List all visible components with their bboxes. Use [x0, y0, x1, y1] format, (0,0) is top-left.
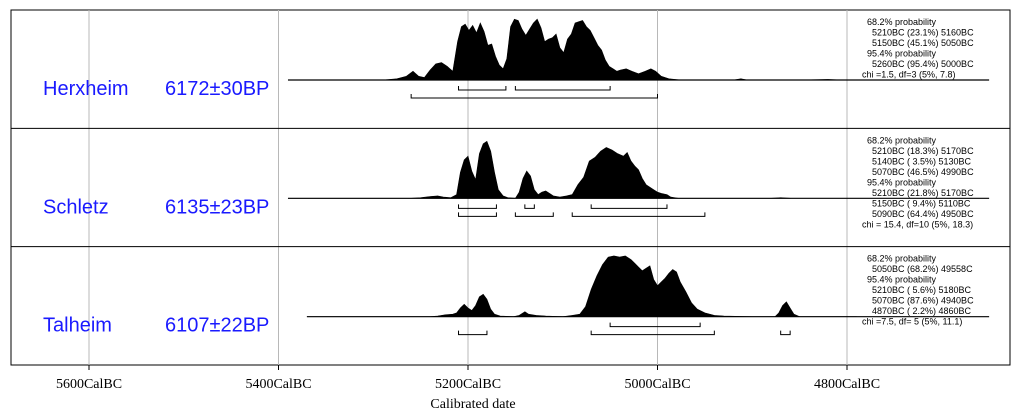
range-68-bracket [514, 86, 611, 91]
x-axis-ticks: 5600CalBC 5400CalBC 5200CalBC 5000CalBC 4800… [56, 365, 880, 392]
range-68-bracket [590, 204, 668, 209]
stats-line: 5210BC (18.3%) 5170BC [872, 146, 974, 156]
stats-line: 68.2% probability [867, 254, 937, 264]
site-name: Schletz [43, 196, 109, 218]
x-tick-label: 5200CalBC [435, 377, 501, 392]
range-95-bracket [458, 330, 488, 336]
range-95-bracket [458, 212, 497, 217]
stats-line: 5150BC ( 9.4%) 5110BC [872, 198, 971, 208]
stats-line: 5150BC (45.1%) 5050BC [872, 38, 974, 48]
stats-line: 95.4% probability [867, 177, 937, 187]
stats-line: 5140BC ( 3.5%) 5130BC [872, 156, 972, 166]
panel-herxheim: Herxheim 6172±30BP 68.2% probability5210BC… [43, 17, 990, 100]
range-95-bracket [590, 330, 715, 336]
stats-line: 68.2% probability [867, 17, 937, 27]
stats-line: 4870BC ( 2.2%) 4860BC [872, 306, 972, 316]
stats-line: 5210BC ( 5.6%) 5180BC [872, 285, 972, 295]
range-68-bracket [609, 322, 701, 328]
x-tick-label: 5000CalBC [624, 377, 690, 392]
site-bp: 6172±30BP [165, 78, 269, 100]
stats-line: 68.2% probability [867, 135, 937, 145]
site-bp: 6107±22BP [165, 315, 269, 337]
site-bp: 6135±23BP [165, 196, 269, 218]
range-95-bracket [514, 212, 554, 217]
stats-line: 95.4% probability [867, 275, 937, 285]
stats-line: chi = 15.4, df=10 (5%, 18.3) [862, 219, 973, 229]
range-68-bracket [458, 204, 497, 209]
x-tick-label: 5600CalBC [56, 377, 122, 392]
x-tick-label: 4800CalBC [814, 377, 880, 392]
x-tick-label: 5400CalBC [245, 377, 311, 392]
range-68-bracket [524, 204, 535, 209]
site-name: Herxheim [43, 78, 129, 100]
stats-line: 5070BC (46.5%) 4990BC [872, 167, 974, 177]
probability-area [288, 18, 843, 81]
panel-talheim: Talheim 6107±22BP 68.2% probability5050BC … [11, 246, 1010, 337]
stats-line: 5050BC (68.2%) 49558C [872, 264, 973, 274]
stats-line: chi =1.5, df=3 (5%, 7.8) [862, 70, 956, 80]
stats-line: 5090BC (64.4%) 4950BC [872, 209, 974, 219]
range-68-bracket [458, 86, 507, 91]
range-95-bracket [410, 94, 658, 99]
stats-line: 5070BC (87.6%) 4940BC [872, 296, 974, 306]
stats-line: 5210BC (23.1%) 5160BC [872, 28, 974, 38]
range-95-bracket [780, 330, 791, 336]
probability-area [306, 255, 857, 318]
probability-area [287, 140, 791, 199]
stats-line: 5260BC (95.4%) 5000BC [872, 59, 974, 69]
stats-line: 95.4% probability [867, 49, 937, 59]
site-name: Talheim [43, 315, 112, 337]
range-95-bracket [571, 212, 706, 217]
stats-line: 5210BC (21.8%) 5170BC [872, 188, 974, 198]
x-axis-title: Calibrated date [430, 397, 515, 412]
stats-line: chi =7.5, df= 5 (5%, 11.1) [862, 317, 962, 327]
